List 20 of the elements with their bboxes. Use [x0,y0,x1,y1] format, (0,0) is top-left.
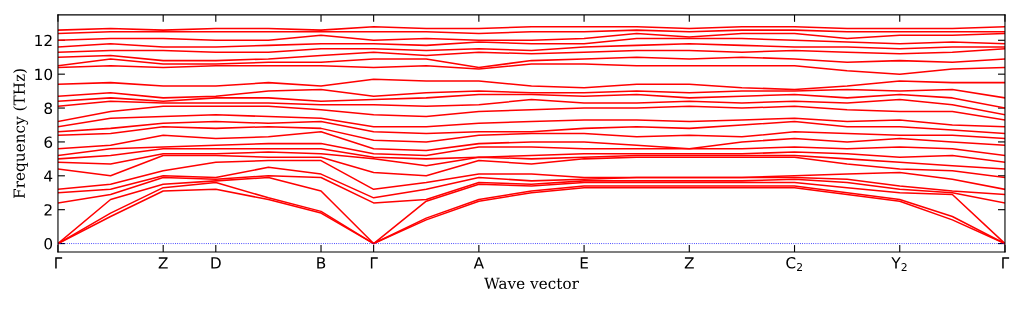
x-tick-label: Z [684,257,694,269]
x-tick-label: E [580,257,588,269]
x-tick-label: Y$_{2}$ [891,257,907,271]
x-tick-label: Z [158,257,168,269]
x-tick-label: C$_{2}$ [786,257,802,271]
y-tick-label: 0 [44,238,53,250]
y-axis-title: Frequency (THz) [13,69,29,199]
y-tick-label: 8 [44,102,53,115]
x-tick-label: Γ [1002,257,1010,269]
x-tick-label: Γ [370,257,378,269]
x-axis-title: Wave vector [484,277,579,290]
y-tick-label: 10 [35,68,53,81]
x-tick-label: B [317,257,326,269]
x-tick-label: A [473,257,484,269]
x-tick-label: Γ [55,257,63,269]
y-tick-label: 2 [44,204,52,216]
x-tick-label: D [211,257,221,269]
y-tick-label: 4 [44,170,53,182]
y-tick-label: 6 [44,136,53,148]
y-tick-label: 12 [35,34,52,47]
